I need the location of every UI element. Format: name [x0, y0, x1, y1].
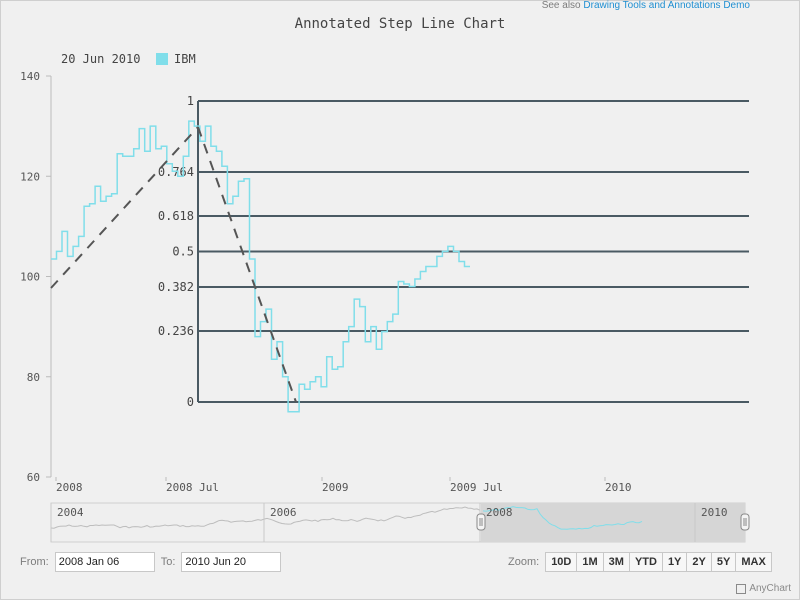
- fibonacci-annotation[interactable]: 1 0.764 0.618 0.5 0.382 0.236 0: [158, 94, 749, 409]
- zoom-label: Zoom:: [508, 556, 540, 568]
- x-tick-label: 2008: [56, 481, 83, 494]
- x-tick-label: 2008 Jul: [166, 481, 219, 494]
- zoom-button-2y[interactable]: 2Y: [687, 553, 712, 571]
- y-axis-ticks: 140 120 100 80 60: [20, 70, 51, 484]
- y-tick-label: 100: [20, 271, 40, 284]
- navigator-series-line: [50, 506, 481, 529]
- x-tick-label: 2010: [605, 481, 632, 494]
- navigator-tick-label: 2004: [57, 506, 84, 519]
- y-tick-label: 80: [27, 371, 40, 384]
- x-tick-label: 2009: [322, 481, 349, 494]
- fib-level-label: 0.382: [158, 280, 194, 294]
- range-selector: From: To:: [20, 552, 287, 572]
- navigator-ticks: 2004 2006 2008 2010: [50, 503, 728, 542]
- zoom-button-3m[interactable]: 3M: [603, 553, 630, 571]
- fib-level-label: 0.5: [172, 245, 194, 259]
- to-label: To:: [160, 556, 176, 568]
- zoom-button-max[interactable]: MAX: [736, 553, 771, 571]
- fib-level-label: 1: [187, 94, 194, 108]
- trend-line-annotation-rise[interactable]: [50, 126, 199, 289]
- y-tick-label: 140: [20, 70, 40, 83]
- navigator-right-handle[interactable]: [740, 513, 750, 531]
- zoom-button-10d[interactable]: 10D: [546, 553, 578, 571]
- navigator-left-handle[interactable]: [476, 513, 486, 531]
- credits[interactable]: AnyChart: [736, 583, 791, 594]
- see-also-prefix: See also: [541, 0, 581, 11]
- navigator-tick-label: 2006: [270, 506, 297, 519]
- stock-chart[interactable]: Annotated Step Line Chart 20 Jun 2010 IB…: [0, 0, 800, 550]
- zoom-button-1m[interactable]: 1M: [577, 553, 604, 571]
- zoom-button-group: 10D 1M 3M YTD 1Y 2Y 5Y MAX: [545, 552, 772, 572]
- zoom-button-ytd[interactable]: YTD: [629, 553, 663, 571]
- navigator-selection[interactable]: [481, 503, 745, 542]
- trend-line-annotation[interactable]: [197, 126, 297, 403]
- x-axis-ticks: 2008 2008 Jul 2009 2009 Jul 2010: [55, 477, 632, 494]
- navigator[interactable]: 2004 2006 2008 2010: [50, 502, 750, 543]
- zoom-button-5y[interactable]: 5Y: [711, 553, 737, 571]
- legend-series-name: IBM: [174, 52, 196, 66]
- navigator-selected-series-line: [482, 506, 643, 530]
- see-also: See also Drawing Tools and Annotations D…: [542, 0, 750, 11]
- fib-level-label: 0: [187, 395, 194, 409]
- navigator-tick-label: 2010: [701, 506, 728, 519]
- chart-title: Annotated Step Line Chart: [295, 16, 506, 32]
- to-date-input[interactable]: [181, 552, 282, 572]
- fib-level-label: 0.764: [158, 165, 194, 179]
- anychart-logo-icon: [736, 583, 747, 594]
- x-tick-label: 2009 Jul: [450, 481, 503, 494]
- series-line-ibm[interactable]: [51, 120, 470, 413]
- from-label: From:: [20, 556, 49, 568]
- zoom-button-1y[interactable]: 1Y: [662, 553, 688, 571]
- zoom-selector: Zoom: 10D 1M 3M YTD 1Y 2Y 5Y MAX: [508, 552, 772, 572]
- legend-marker: [156, 53, 168, 65]
- credits-text: AnyChart: [749, 583, 791, 594]
- y-tick-label: 60: [27, 471, 40, 484]
- legend-date: 20 Jun 2010: [61, 52, 140, 66]
- fib-level-label: 0.236: [158, 324, 194, 338]
- fib-level-label: 0.618: [158, 209, 194, 223]
- from-date-input[interactable]: [54, 552, 155, 572]
- y-tick-label: 120: [20, 170, 40, 183]
- navigator-tick-label: 2008: [486, 506, 513, 519]
- demo-link[interactable]: Drawing Tools and Annotations Demo: [583, 0, 750, 11]
